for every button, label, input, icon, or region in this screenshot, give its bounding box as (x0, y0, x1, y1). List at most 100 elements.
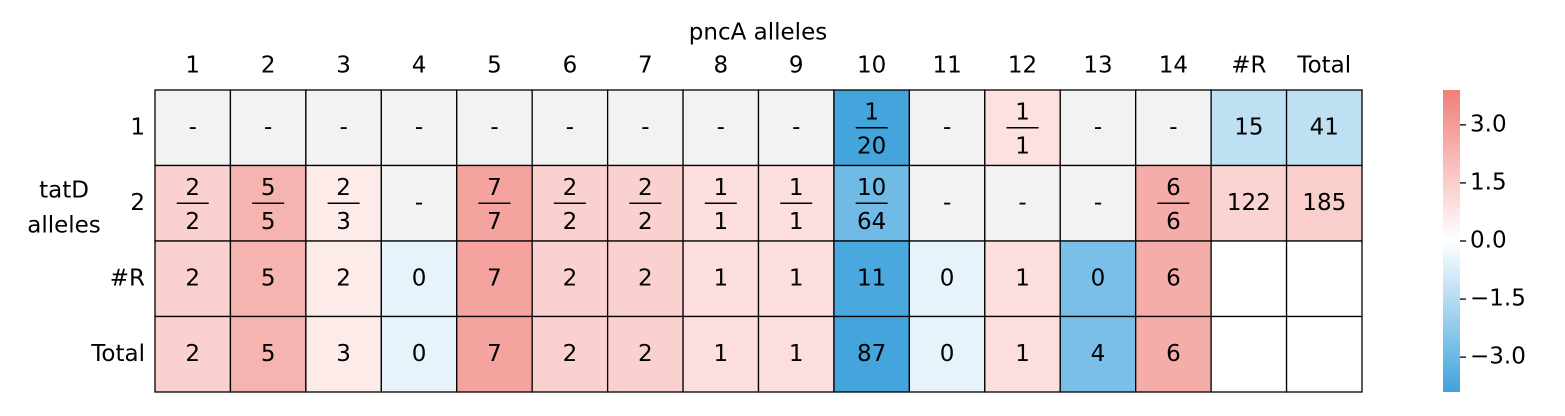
cell-denominator: 64 (857, 209, 886, 235)
cell-label: 0 (412, 341, 427, 367)
x-tick-label: 12 (1008, 53, 1037, 79)
cell-label: 1 (789, 341, 804, 367)
heatmap-cell (682, 315, 760, 393)
cell-denominator: 3 (336, 209, 351, 235)
cell-label: - (566, 114, 574, 140)
x-tick-label: 5 (487, 53, 502, 79)
x-tick-label: 8 (713, 53, 728, 79)
heatmap-cell (305, 89, 382, 167)
heatmap-cell (833, 240, 911, 318)
cell-denominator: 7 (487, 209, 502, 235)
cell-label: 185 (1302, 190, 1346, 216)
y-axis-label: tatD (39, 178, 89, 204)
cell-label: - (1094, 190, 1102, 216)
x-tick-label: 1 (185, 53, 200, 79)
cell-label: 7 (487, 265, 502, 291)
cell-label: 0 (412, 265, 427, 291)
cell-denominator: 2 (638, 209, 653, 235)
y-tick-label: 1 (130, 114, 145, 140)
heatmap-cell (606, 315, 684, 393)
heatmap-cell (757, 240, 835, 318)
heatmap-cell (1059, 240, 1137, 318)
cell-label: - (415, 114, 423, 140)
cell-label: - (415, 190, 423, 216)
heatmap-cell (229, 89, 307, 167)
x-tick-label: 2 (261, 53, 276, 79)
cell-label: 2 (336, 265, 351, 291)
heatmap-cell (1285, 89, 1363, 167)
cell-label: - (717, 114, 725, 140)
cell-numerator: 10 (857, 175, 886, 201)
cell-label: 15 (1234, 114, 1263, 140)
cell-numerator: 2 (638, 175, 653, 201)
heatmap-cell (154, 89, 232, 167)
heatmap-cell (380, 164, 458, 242)
x-tick-label: 6 (563, 53, 578, 79)
x-tick-label: 4 (412, 53, 427, 79)
cell-label: 2 (185, 265, 200, 291)
heatmap-cell (229, 315, 307, 393)
cell-label: - (943, 190, 951, 216)
cell-label: 0 (940, 265, 955, 291)
cell-numerator: 7 (487, 175, 502, 201)
cell-label: 41 (1310, 114, 1339, 140)
cell-numerator: 2 (563, 175, 578, 201)
cell-label: 0 (940, 341, 955, 367)
cell-denominator: 2 (563, 209, 578, 235)
heatmap-cell (380, 315, 458, 393)
cell-denominator: 20 (857, 133, 886, 159)
cell-label: 6 (1166, 265, 1181, 291)
heatmap-cell (682, 240, 760, 318)
cell-numerator: 1 (789, 175, 804, 201)
heatmap-cell (757, 315, 835, 393)
colorbar-tick-label: −1.5 (1470, 286, 1526, 312)
cell-label: 2 (563, 341, 578, 367)
cell-label: 3 (336, 341, 351, 367)
x-tick-label: Total (1296, 53, 1351, 79)
heatmap-cell (531, 240, 609, 318)
y-tick-label: #R (110, 265, 145, 291)
heatmap-cell (682, 89, 760, 167)
cell-denominator: 1 (713, 209, 728, 235)
cell-numerator: 6 (1166, 175, 1181, 201)
cell-denominator: 6 (1166, 209, 1181, 235)
cell-numerator: 2 (185, 175, 200, 201)
cell-label: - (264, 114, 272, 140)
y-tick-label: Total (90, 341, 145, 367)
x-tick-label: 3 (336, 53, 351, 79)
cell-label: - (189, 114, 197, 140)
heatmap-cell (908, 89, 986, 167)
heatmap-cell (1059, 164, 1137, 242)
cell-label: - (1018, 190, 1026, 216)
x-tick-label: 7 (638, 53, 653, 79)
cell-numerator: 1 (864, 99, 879, 125)
cell-label: - (1169, 114, 1177, 140)
heatmap-cell (531, 315, 609, 393)
cell-label: - (641, 114, 649, 140)
cell-label: - (1094, 114, 1102, 140)
heatmap-cell (984, 315, 1061, 393)
x-tick-label: 10 (857, 53, 886, 79)
cell-label: - (792, 114, 800, 140)
cell-label: 7 (487, 341, 502, 367)
cell-label: 1 (1015, 265, 1030, 291)
heatmap-cell (456, 240, 533, 318)
cell-numerator: 1 (713, 175, 728, 201)
cell-denominator: 5 (261, 209, 276, 235)
colorbar-tick-label: 1.5 (1470, 169, 1507, 195)
x-tick-label: #R (1231, 53, 1266, 79)
heatmap-cell (1285, 315, 1363, 393)
cell-label: 122 (1227, 190, 1271, 216)
heatmap-cell (154, 240, 232, 318)
heatmap-cell (1210, 315, 1288, 393)
heatmap-cell (1285, 240, 1363, 318)
chart-title: pncA alleles (689, 20, 827, 46)
cell-denominator: 1 (789, 209, 804, 235)
heatmap-cell (1059, 315, 1137, 393)
cell-numerator: 5 (261, 175, 276, 201)
cell-label: 2 (185, 341, 200, 367)
cell-label: 4 (1091, 341, 1106, 367)
heatmap-cell (380, 240, 458, 318)
x-tick-label: 13 (1083, 53, 1112, 79)
heatmap-cell (1059, 89, 1137, 167)
